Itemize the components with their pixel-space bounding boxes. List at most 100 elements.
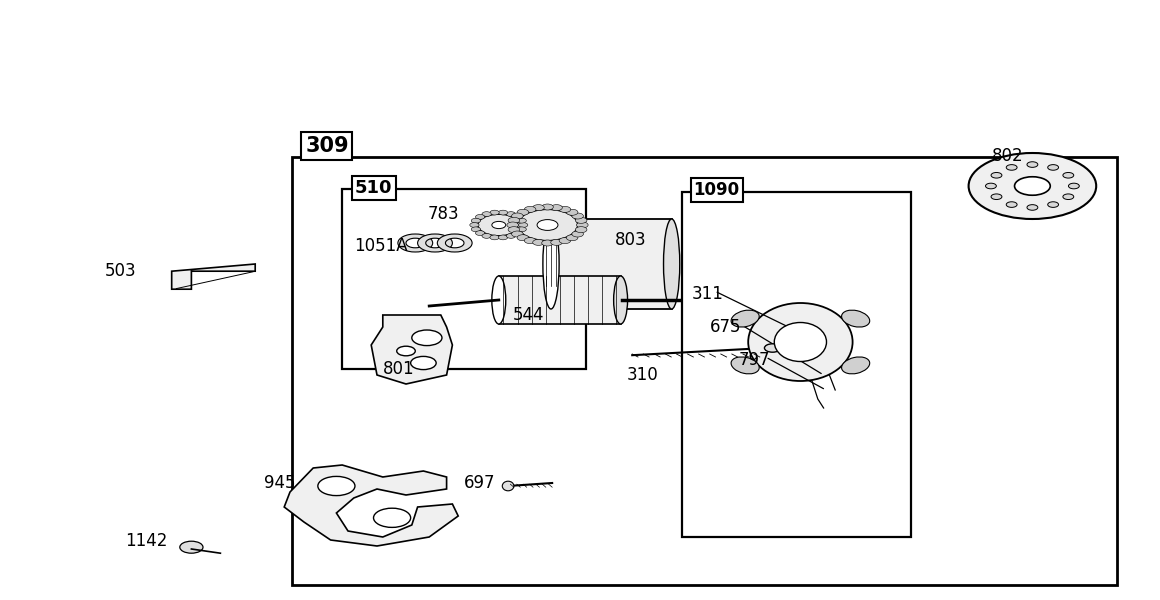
Circle shape <box>532 205 544 211</box>
Circle shape <box>991 172 1002 178</box>
Circle shape <box>517 209 529 215</box>
Text: 503: 503 <box>104 262 136 280</box>
Circle shape <box>1006 164 1017 170</box>
Text: 801: 801 <box>383 360 414 378</box>
Circle shape <box>470 223 479 227</box>
Ellipse shape <box>492 276 506 324</box>
Circle shape <box>542 204 553 210</box>
Text: 675: 675 <box>710 318 741 336</box>
Circle shape <box>490 210 499 215</box>
Circle shape <box>1047 202 1059 208</box>
Text: 783: 783 <box>428 205 459 223</box>
Circle shape <box>506 233 515 238</box>
Circle shape <box>1063 172 1074 178</box>
Circle shape <box>512 213 523 219</box>
Circle shape <box>551 239 563 245</box>
Bar <box>499 276 621 324</box>
Ellipse shape <box>842 310 870 327</box>
Circle shape <box>551 205 563 211</box>
Circle shape <box>566 209 578 215</box>
Circle shape <box>471 227 480 232</box>
Circle shape <box>476 215 485 220</box>
Polygon shape <box>284 465 458 546</box>
Text: 1090: 1090 <box>694 181 740 199</box>
Text: 803: 803 <box>615 231 646 249</box>
Circle shape <box>991 194 1002 200</box>
Ellipse shape <box>731 310 759 327</box>
Circle shape <box>412 330 442 346</box>
Circle shape <box>483 212 492 217</box>
Circle shape <box>524 206 536 212</box>
Text: 510: 510 <box>355 179 392 197</box>
Circle shape <box>411 356 436 370</box>
Circle shape <box>572 231 583 237</box>
Bar <box>292 157 1117 585</box>
Circle shape <box>374 508 411 527</box>
Bar <box>342 189 586 369</box>
Circle shape <box>1027 205 1038 210</box>
Circle shape <box>577 222 588 228</box>
Text: 310: 310 <box>626 366 658 384</box>
Ellipse shape <box>502 481 514 491</box>
Text: 802: 802 <box>992 147 1023 165</box>
Text: 311: 311 <box>691 285 723 303</box>
Circle shape <box>1063 194 1074 200</box>
Circle shape <box>478 214 520 236</box>
Circle shape <box>537 220 558 230</box>
Circle shape <box>532 239 544 245</box>
Ellipse shape <box>842 357 870 374</box>
Circle shape <box>517 227 527 232</box>
Text: 945: 945 <box>264 474 296 492</box>
Circle shape <box>180 541 203 553</box>
Polygon shape <box>172 264 255 289</box>
Circle shape <box>1015 177 1050 195</box>
Circle shape <box>566 235 578 241</box>
Circle shape <box>969 153 1096 219</box>
Circle shape <box>492 221 506 229</box>
Ellipse shape <box>775 323 826 361</box>
Polygon shape <box>371 315 452 384</box>
Text: 309: 309 <box>305 136 349 156</box>
Circle shape <box>1006 202 1017 208</box>
Circle shape <box>499 235 508 240</box>
Circle shape <box>517 209 578 241</box>
Circle shape <box>507 222 519 228</box>
Circle shape <box>764 344 781 352</box>
Circle shape <box>1068 183 1079 189</box>
Circle shape <box>524 238 536 244</box>
Circle shape <box>559 238 571 244</box>
Circle shape <box>517 218 527 223</box>
Ellipse shape <box>731 357 759 374</box>
Circle shape <box>508 227 520 233</box>
Circle shape <box>986 183 996 189</box>
Text: 797: 797 <box>739 351 770 369</box>
Circle shape <box>517 235 529 241</box>
Circle shape <box>490 235 499 240</box>
Circle shape <box>575 227 587 233</box>
Circle shape <box>397 346 415 356</box>
Ellipse shape <box>748 303 853 381</box>
Text: 544: 544 <box>513 306 544 324</box>
Circle shape <box>499 210 508 215</box>
Circle shape <box>483 233 492 238</box>
Bar <box>551 219 672 309</box>
Circle shape <box>542 240 553 246</box>
Circle shape <box>476 230 485 235</box>
Circle shape <box>575 217 587 223</box>
Circle shape <box>512 231 523 237</box>
Circle shape <box>1047 164 1059 170</box>
Circle shape <box>508 217 520 223</box>
Text: 1051A: 1051A <box>354 237 407 255</box>
Circle shape <box>559 206 571 212</box>
Circle shape <box>506 212 515 217</box>
Circle shape <box>318 476 355 496</box>
Ellipse shape <box>664 219 680 309</box>
Circle shape <box>519 223 528 227</box>
Circle shape <box>513 215 522 220</box>
Ellipse shape <box>543 219 559 309</box>
Text: 1142: 1142 <box>125 532 168 550</box>
Text: 697: 697 <box>464 474 495 492</box>
Circle shape <box>1027 162 1038 167</box>
Bar <box>682 192 911 537</box>
Circle shape <box>513 230 522 235</box>
